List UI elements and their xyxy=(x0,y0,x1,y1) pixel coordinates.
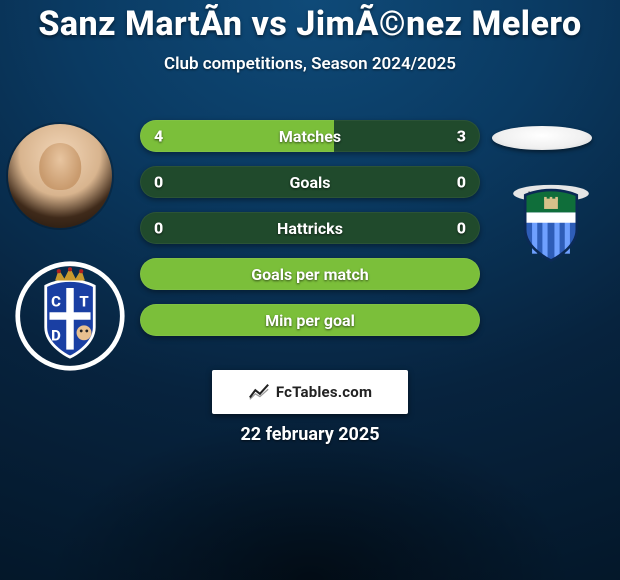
stat-row: Goals per match xyxy=(140,258,480,290)
stat-row: 4 Matches 3 xyxy=(140,120,480,152)
chart-line-icon xyxy=(248,381,270,403)
comparison-title: Sanz MartÃ­n vs JimÃ©nez Melero xyxy=(0,0,620,44)
comparison-subtitle: Club competitions, Season 2024/2025 xyxy=(0,54,620,74)
stat-metric-label: Goals xyxy=(290,173,331,192)
brand-text: FcTables.com xyxy=(276,383,372,401)
svg-text:T: T xyxy=(79,293,89,311)
stat-row: 0 Goals 0 xyxy=(140,166,480,198)
stat-value-right: 3 xyxy=(457,127,466,146)
player-right-silhouette xyxy=(492,126,592,150)
stat-value-right: 0 xyxy=(457,219,466,238)
svg-text:C: C xyxy=(51,293,61,311)
stat-metric-label: Matches xyxy=(279,127,341,146)
stat-metric-label: Hattricks xyxy=(277,219,343,238)
stat-row: Min per goal xyxy=(140,304,480,336)
player-left-avatar xyxy=(8,124,112,228)
stat-value-left: 0 xyxy=(154,219,163,238)
fctables-watermark: FcTables.com xyxy=(212,370,408,414)
stat-value-left: 4 xyxy=(154,127,163,146)
malaga-crest-icon: MALAGA C.F. xyxy=(508,178,594,264)
stat-metric-label: Goals per match xyxy=(251,265,369,284)
stat-value-right: 0 xyxy=(457,173,466,192)
stat-row: 0 Hattricks 0 xyxy=(140,212,480,244)
stat-metric-label: Min per goal xyxy=(265,311,355,330)
tenerife-crest-icon: C T D xyxy=(14,260,126,372)
stats-list: 4 Matches 3 0 Goals 0 0 Hattricks 0 Goals per mat… xyxy=(140,120,480,350)
club-crest-right: MALAGA C.F. xyxy=(508,178,594,264)
svg-text:D: D xyxy=(51,326,61,344)
club-crest-left: C T D xyxy=(14,260,126,372)
snapshot-date: 22 february 2025 xyxy=(0,424,620,445)
stat-value-left: 0 xyxy=(154,173,163,192)
infographic-content: Sanz MartÃ­n vs JimÃ©nez Melero Club com… xyxy=(0,0,620,580)
